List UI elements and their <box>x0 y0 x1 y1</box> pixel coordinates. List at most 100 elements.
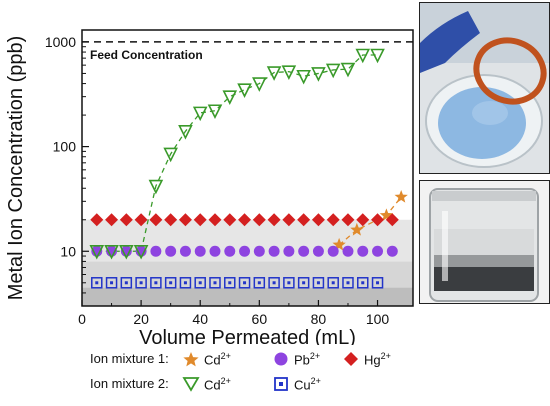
data-point-diamond-m1 <box>297 213 311 227</box>
data-point-square-dot-m2 <box>312 277 325 289</box>
legend-label-cu: Cu <box>294 377 311 393</box>
data-point-diamond-m1 <box>311 213 325 227</box>
vial-photo <box>419 180 550 304</box>
square-marker <box>105 277 118 289</box>
square-marker <box>238 277 251 289</box>
data-point-circle-m1 <box>268 245 280 257</box>
data-point-diamond-m1 <box>282 213 296 227</box>
square-marker <box>268 277 280 289</box>
x-tick-label: 40 <box>192 311 208 327</box>
square-marker <box>342 277 354 289</box>
square-marker <box>283 277 295 289</box>
background-bands <box>82 219 413 306</box>
data-point-square-dot-m2 <box>224 277 236 289</box>
square-marker <box>357 277 369 289</box>
data-point-square-dot-m2 <box>357 277 369 289</box>
square-marker <box>312 277 325 289</box>
data-point-star-m1 <box>350 222 364 236</box>
data-point-circle-m1 <box>298 245 310 257</box>
circle-marker-icon <box>274 352 288 366</box>
square-marker-dot <box>243 281 247 285</box>
data-point-diamond-m1 <box>356 213 370 227</box>
square-marker <box>120 277 133 289</box>
legend-charge-hg: 2+ <box>380 351 391 361</box>
data-point-diamond-m1 <box>223 213 237 227</box>
square-marker-dot <box>316 281 320 285</box>
data-point-circle-m1 <box>179 245 191 257</box>
data-point-triangle-down-open-m2 <box>281 65 297 80</box>
data-point-square-dot-m2 <box>238 277 251 289</box>
square-marker-dot <box>124 281 128 285</box>
x-tick-label: 80 <box>311 311 327 327</box>
square-marker-dot <box>361 281 365 285</box>
data-point-square-dot-m2 <box>135 277 147 289</box>
data-point-square-dot-m2 <box>268 277 280 289</box>
data-point-square-dot-m2 <box>105 277 118 289</box>
data-point-diamond-m1 <box>134 213 148 227</box>
x-tick-label: 100 <box>366 311 390 327</box>
star-marker-icon <box>183 352 199 367</box>
data-point-diamond-m1 <box>105 213 119 227</box>
data-point-circle-m1 <box>239 245 251 257</box>
data-point-circle-m1 <box>224 245 236 257</box>
square-marker-dot <box>228 281 232 285</box>
legend-charge-cu: 2+ <box>310 376 321 386</box>
data-point-triangle-down-open-m2 <box>178 125 193 140</box>
legend-charge-cd-2: 2+ <box>220 376 231 386</box>
data-point-circle-m1 <box>150 245 162 257</box>
legend-charge-cd: 2+ <box>220 351 231 361</box>
data-point-square-dot-m2 <box>342 277 354 289</box>
data-point-square-dot-m2 <box>194 277 206 289</box>
square-marker <box>135 277 147 289</box>
square-marker-dot <box>154 281 158 285</box>
legend-title-mixture-2: Ion mixture 2: <box>90 376 169 391</box>
data-point-diamond-m1 <box>385 213 399 227</box>
legend-label-pb: Pb <box>294 352 310 368</box>
feed-concentration-label: Feed Concentration <box>90 48 203 62</box>
data-point-triangle-down-open-m2 <box>237 83 252 98</box>
data-point-circle-m1 <box>357 245 369 257</box>
data-point-circle-m1 <box>386 245 398 257</box>
square-marker-dot <box>110 281 114 285</box>
data-point-circle-m1 <box>283 245 295 257</box>
series-line-triangle-down-open-m2 <box>96 54 378 252</box>
square-marker-dot <box>376 281 380 285</box>
legend-row-mixture-1: Ion mixture 1: Cd2+ Pb2+ Hg2+ <box>90 348 420 370</box>
data-point-square-dot-m2 <box>164 277 177 289</box>
data-point-triangle-down-open-m2 <box>355 48 371 64</box>
y-axis-label: Metal Ion Concentration (ppb) <box>5 36 27 301</box>
data-point-square-dot-m2 <box>283 277 295 289</box>
data-point-diamond-m1 <box>267 213 281 227</box>
band-0 <box>82 287 413 306</box>
data-point-star-m1 <box>332 237 346 251</box>
series-lines <box>96 54 402 252</box>
data-point-triangle-down-open-m2 <box>311 67 326 82</box>
x-tick-label: 20 <box>133 311 149 327</box>
square-marker-dot <box>183 281 187 285</box>
square-marker <box>209 277 221 289</box>
data-point-diamond-m1 <box>252 213 266 227</box>
square-marker-dot <box>272 281 276 285</box>
data-point-circle-m1 <box>372 245 384 257</box>
data-point-triangle-down-open-m2 <box>340 62 356 78</box>
square-marker-dot <box>169 281 173 285</box>
data-point-square-dot-m2 <box>253 277 266 289</box>
data-point-triangle-down-open-m2 <box>370 48 385 64</box>
data-point-diamond-m1 <box>178 213 192 227</box>
square-marker <box>371 277 384 289</box>
legend-title-mixture-1: Ion mixture 1: <box>90 351 169 366</box>
data-point-triangle-down-open-m2 <box>222 90 238 105</box>
legend-row-mixture-2: Ion mixture 2: Cd2+ Cu2+ <box>90 373 420 395</box>
y-tick-label: 10 <box>60 243 76 259</box>
plot-area: 0 20 40 60 80 100 10 100 1000 Feed Concentration… <box>5 29 414 345</box>
data-point-circle-m1 <box>209 245 221 257</box>
square-marker-icon <box>274 377 288 391</box>
data-point-circle-m1 <box>312 245 324 257</box>
square-marker <box>224 277 236 289</box>
square-marker <box>327 277 339 289</box>
square-marker <box>179 277 192 289</box>
data-point-square-dot-m2 <box>120 277 133 289</box>
data-point-circle-m1 <box>327 245 339 257</box>
legend-label-cd: Cd <box>204 352 221 368</box>
